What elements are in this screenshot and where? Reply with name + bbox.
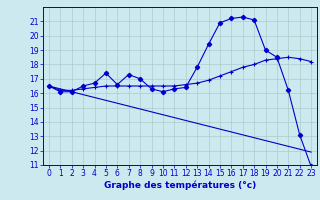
X-axis label: Graphe des températures (°c): Graphe des températures (°c) — [104, 181, 256, 190]
